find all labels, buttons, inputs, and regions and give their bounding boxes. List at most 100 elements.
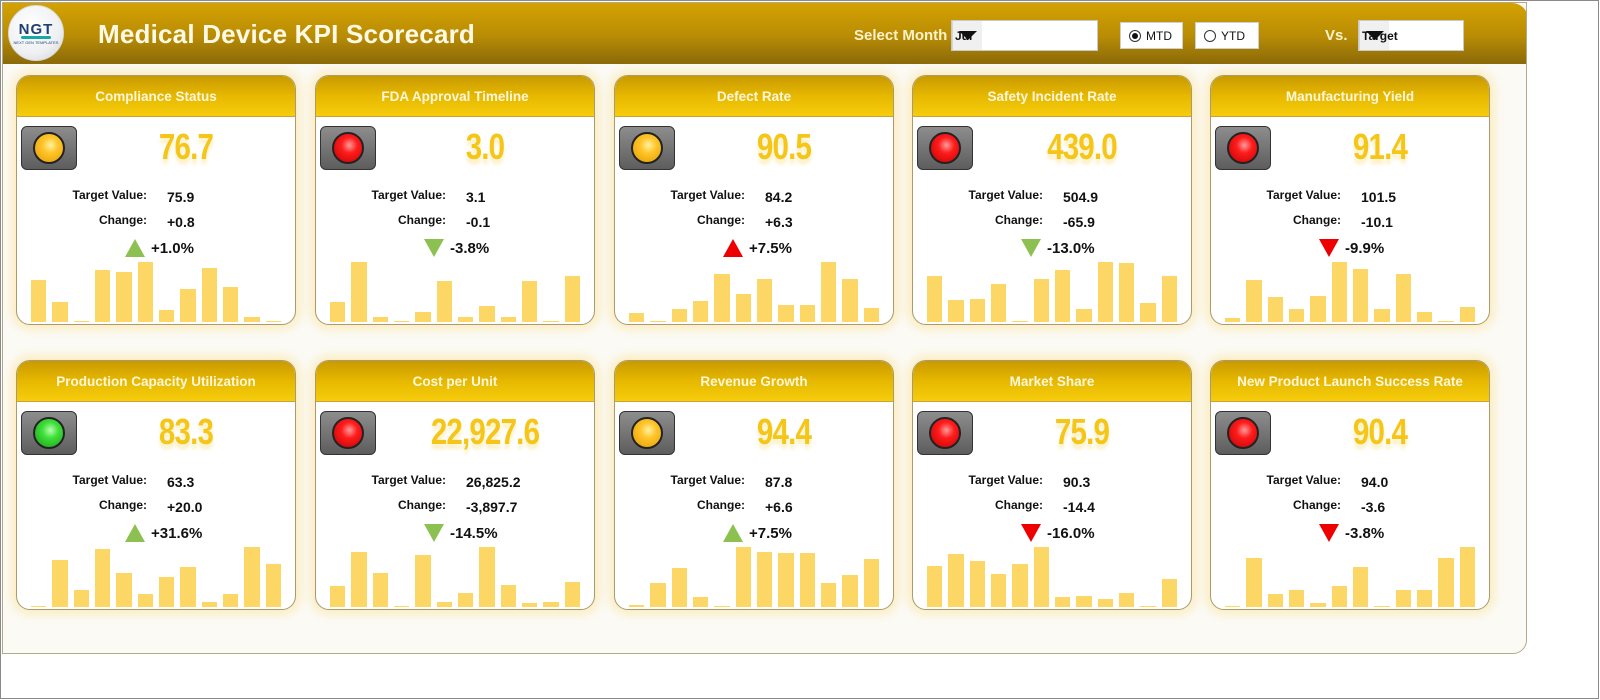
traffic-light-icon [21, 411, 77, 455]
month-dropdown-button[interactable] [952, 21, 982, 50]
chart-bar [778, 305, 794, 322]
mini-bar-chart [330, 262, 580, 322]
month-dropdown[interactable]: Jul [951, 20, 1098, 51]
kpi-value: 75.9 [1054, 411, 1110, 452]
radio-mtd-label: MTD [1146, 28, 1172, 43]
mini-bar-chart [927, 262, 1177, 322]
chart-bar [543, 602, 559, 607]
comparison-dropdown-button[interactable] [1359, 21, 1389, 50]
chart-bar [1459, 307, 1475, 322]
change-label: Change: [697, 213, 745, 227]
chart-bar [778, 553, 794, 607]
kpi-card-title: Market Share [913, 361, 1191, 402]
kpi-value: 439.0 [1047, 126, 1118, 167]
target-value: 87.8 [765, 474, 793, 490]
target-label: Target Value: [670, 188, 745, 202]
chart-bar [799, 553, 815, 607]
kpi-value: 83.3 [158, 411, 214, 452]
dashboard-panel: NGT NEXT GEN TEMPLATES Medical Device KP… [2, 2, 1527, 654]
chart-bar [863, 307, 879, 322]
chart-bar [1054, 597, 1071, 607]
change-label: Change: [398, 213, 446, 227]
chart-bar [969, 561, 985, 607]
chevron-down-icon [958, 31, 977, 40]
target-value: 504.9 [1063, 189, 1099, 205]
target-label: Target Value: [968, 473, 1043, 487]
chart-bar [927, 566, 943, 607]
change-label: Change: [1293, 498, 1341, 512]
comparison-dropdown[interactable]: Target [1358, 20, 1464, 51]
chart-bar [116, 572, 132, 607]
kpi-card-title: Manufacturing Yield [1211, 76, 1489, 117]
chart-bar [1118, 593, 1135, 607]
chart-bar [52, 559, 68, 607]
kpi-card-title: Production Capacity Utilization [17, 361, 295, 402]
target-value: 26,825.2 [466, 474, 521, 490]
chart-bar [820, 262, 837, 322]
radio-ytd-label: YTD [1221, 28, 1245, 43]
logo: NGT NEXT GEN TEMPLATES [8, 5, 64, 61]
chart-bar [158, 577, 175, 607]
chart-bar [820, 583, 837, 607]
chart-bar [1331, 262, 1347, 322]
chart-bar [1225, 317, 1241, 322]
target-value: 94.0 [1361, 474, 1389, 490]
comparison-value: Target [1362, 28, 1398, 43]
change-percent: +31.6% [151, 525, 203, 542]
chart-bar [137, 594, 153, 607]
chart-bar [521, 281, 538, 322]
change-value: +6.6 [765, 499, 793, 515]
chart-bar [1161, 579, 1177, 607]
mini-bar-chart [330, 547, 580, 607]
chart-bar [521, 602, 538, 607]
status-bulb-icon [332, 417, 364, 449]
chart-bar [244, 316, 260, 322]
radio-ytd[interactable]: YTD [1195, 22, 1259, 49]
chart-bar [714, 274, 730, 322]
kpi-card-manufacturing-yield: Manufacturing Yield 91.4 Target Value: 1… [1210, 75, 1490, 325]
radio-mtd-indicator[interactable] [1129, 29, 1141, 42]
target-label: Target Value: [1266, 473, 1341, 487]
kpi-card-title: Revenue Growth [615, 361, 893, 402]
chart-bar [1161, 276, 1177, 322]
chart-bar [564, 582, 580, 607]
change-percent: -14.5% [450, 525, 498, 542]
change-value: -10.1 [1361, 214, 1393, 230]
chart-bar [393, 320, 410, 322]
target-label: Target Value: [670, 473, 745, 487]
chart-bar [1352, 268, 1369, 322]
chart-bar [1438, 558, 1454, 607]
radio-mtd[interactable]: MTD [1120, 22, 1183, 49]
chart-bar [714, 605, 730, 607]
kpi-card-title: Cost per Unit [316, 361, 594, 402]
change-percent: -16.0% [1047, 525, 1095, 542]
page-title: Medical Device KPI Scorecard [98, 19, 476, 49]
radio-ytd-indicator[interactable] [1204, 29, 1216, 42]
chart-bar [180, 566, 196, 607]
chart-bar [1310, 602, 1326, 607]
chart-bar [1246, 280, 1262, 322]
chart-bar [201, 601, 217, 607]
mini-bar-chart [927, 547, 1177, 607]
chart-bar [1288, 590, 1305, 607]
kpi-value: 94.4 [756, 411, 812, 452]
chart-bar [137, 262, 153, 322]
chart-bar [500, 316, 516, 322]
chart-bar [479, 305, 495, 322]
chart-bar [180, 289, 196, 322]
kpi-value: 90.4 [1352, 411, 1408, 452]
chart-bar [1076, 595, 1092, 607]
trend-arrow-icon [723, 524, 743, 542]
chart-bar [735, 547, 751, 607]
change-label: Change: [1293, 213, 1341, 227]
chart-bar [629, 313, 645, 322]
chart-bar [1097, 598, 1113, 607]
chart-bar [158, 310, 175, 322]
chart-bar [1076, 309, 1092, 322]
target-value: 3.1 [466, 189, 486, 205]
select-month-label: Select Month [854, 27, 948, 44]
chart-bar [990, 284, 1007, 322]
kpi-value: 90.5 [756, 126, 812, 167]
chart-bar [1012, 321, 1028, 322]
